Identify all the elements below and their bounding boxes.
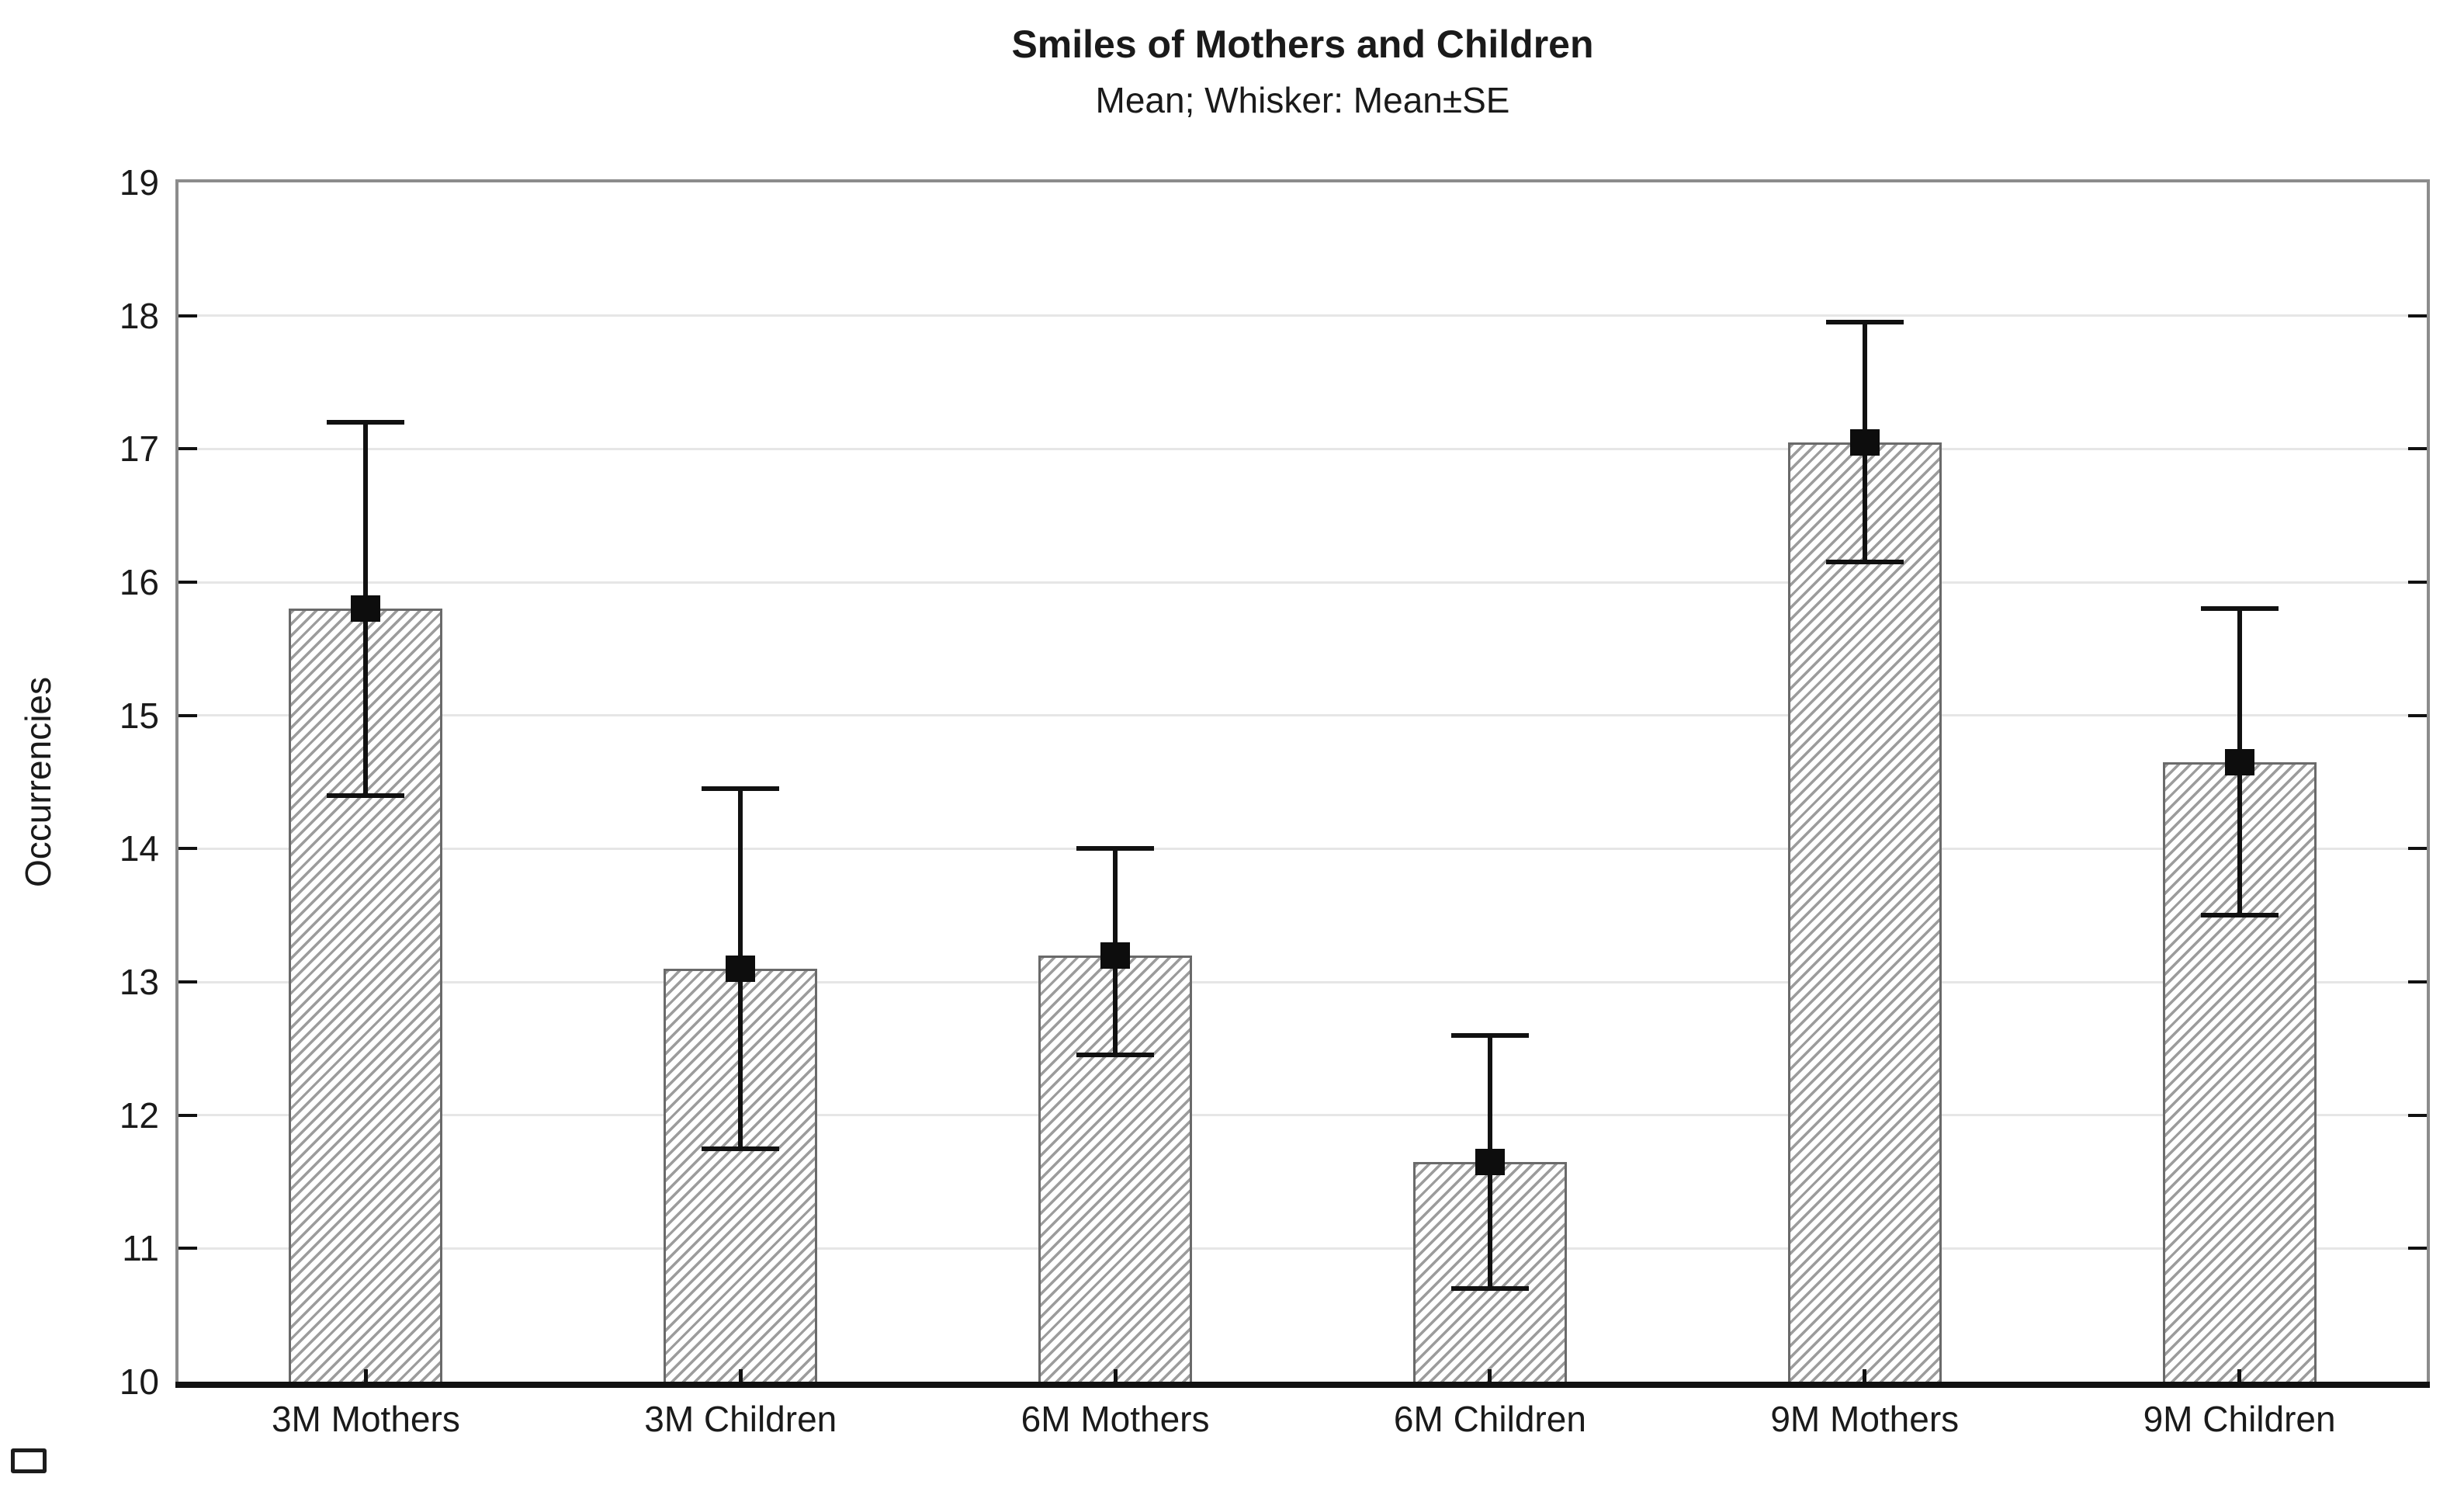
x-category-label: 3M Mothers	[271, 1399, 460, 1439]
plot-frame-right	[2427, 179, 2430, 1382]
x-tick-mark	[738, 1369, 743, 1382]
y-tick-label: 13	[119, 962, 159, 1002]
x-tick-mark	[1113, 1369, 1118, 1382]
mean-marker	[1100, 942, 1131, 969]
y-tick-label: 14	[119, 828, 159, 869]
y-tick-mark-right	[2408, 1113, 2427, 1117]
y-tick-label: 19	[119, 162, 159, 203]
y-tick-label: 17	[119, 428, 159, 470]
gridline	[178, 581, 2427, 584]
x-tick-mark	[1488, 1369, 1492, 1382]
y-tick-mark-right	[2408, 1247, 2427, 1250]
mean-marker	[1849, 428, 1880, 456]
y-tick-mark-left	[178, 847, 197, 851]
x-tick-mark	[1863, 1369, 1867, 1382]
error-bar-cap-bottom	[2200, 913, 2279, 918]
y-tick-mark-right	[2408, 314, 2427, 317]
plot-frame-left	[175, 179, 178, 1382]
gridline	[178, 314, 2427, 317]
y-tick-label: 16	[119, 562, 159, 602]
x-category-label: 6M Mothers	[1021, 1399, 1210, 1439]
y-tick-label: 10	[119, 1361, 159, 1402]
chart-title: Smiles of Mothers and Children	[1011, 23, 1594, 66]
y-tick-mark-left	[178, 581, 197, 584]
chart-subtitle: Mean; Whisker: Mean±SE	[1095, 80, 1510, 120]
y-tick-mark-right	[2408, 447, 2427, 451]
y-tick-mark-right	[2408, 713, 2427, 717]
y-tick-label: 18	[119, 295, 159, 336]
x-axis-labels: 3M Mothers 3M Children 6M Mothers 6M Childr…	[178, 1396, 2427, 1450]
y-axis-labels: 10 11 12 13 14 15 16 17 18 19	[0, 0, 159, 1495]
gridline	[178, 1247, 2427, 1250]
x-tick-mark	[2237, 1369, 2242, 1382]
error-bar-cap-top	[1825, 320, 1904, 325]
mean-marker	[351, 595, 381, 623]
y-tick-mark-left	[178, 713, 197, 717]
x-category-label: 9M Mothers	[1770, 1399, 1960, 1439]
gridline	[178, 1114, 2427, 1117]
mean-marker	[2224, 748, 2254, 775]
y-tick-label: 15	[119, 695, 159, 736]
error-bar-cap-top	[2200, 606, 2279, 612]
x-tick-mark	[363, 1369, 368, 1382]
x-axis-line	[175, 1382, 2430, 1388]
bar	[1787, 442, 1942, 1382]
y-tick-label: 12	[119, 1094, 159, 1136]
gridline	[178, 847, 2427, 850]
error-bar-cap-top	[1450, 1032, 1529, 1038]
gridline	[178, 714, 2427, 717]
y-tick-mark-left	[178, 980, 197, 983]
y-tick-mark-left	[178, 447, 197, 451]
error-bar-cap-bottom	[1825, 560, 1904, 565]
plot-area	[175, 179, 2430, 1388]
error-bar-cap-top	[1076, 846, 1155, 852]
error-bar-cap-bottom	[1076, 1053, 1155, 1058]
error-bar-cap-top	[702, 786, 780, 792]
x-category-label: 3M Children	[644, 1399, 837, 1439]
error-bar-cap-bottom	[1450, 1285, 1529, 1291]
y-tick-label: 11	[122, 1228, 159, 1269]
error-bar-cap-bottom	[327, 793, 405, 798]
plot-frame-top	[175, 179, 2430, 182]
y-tick-mark-right	[2408, 581, 2427, 584]
x-category-label: 9M Children	[2143, 1399, 2336, 1439]
mean-marker	[726, 955, 756, 982]
y-tick-mark-left	[178, 1247, 197, 1250]
error-bar-cap-top	[327, 420, 405, 425]
y-tick-mark-left	[178, 1113, 197, 1117]
y-tick-mark-right	[2408, 847, 2427, 851]
error-bar-cap-bottom	[702, 1146, 780, 1151]
y-tick-mark-right	[2408, 980, 2427, 983]
y-tick-mark-left	[178, 314, 197, 317]
mean-marker	[1475, 1148, 1505, 1175]
empty-rectangle-icon	[11, 1448, 47, 1473]
gridline	[178, 980, 2427, 983]
gridline	[178, 447, 2427, 450]
x-category-label: 6M Children	[1393, 1399, 1586, 1439]
